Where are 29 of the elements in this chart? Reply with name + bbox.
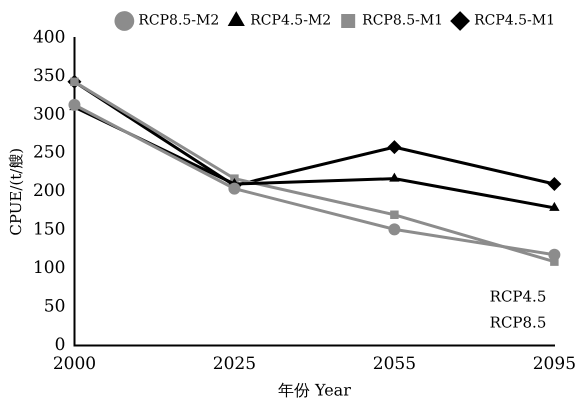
annotation: RCP8.5 xyxy=(490,313,546,332)
point xyxy=(228,182,240,195)
point xyxy=(549,202,560,211)
y-tick-label: 150 xyxy=(32,220,66,240)
x-axis-title: 年份 Year xyxy=(278,380,352,400)
y-tick-label: 300 xyxy=(32,104,66,124)
point xyxy=(389,172,400,182)
y-tick-label: 100 xyxy=(32,258,66,278)
y-tick-label: 350 xyxy=(32,66,66,86)
x-tick-label: 2000 xyxy=(52,354,96,374)
legend-label: RCP4.5-M2 xyxy=(250,12,332,29)
x-tick-label: 2025 xyxy=(212,354,256,374)
y-tick-label: 200 xyxy=(32,181,66,202)
x-tick-label: 2055 xyxy=(372,354,416,374)
x-tick-label: 2095 xyxy=(532,354,576,374)
point xyxy=(390,210,399,219)
y-tick-label: 250 xyxy=(32,142,66,163)
point xyxy=(388,223,400,236)
legend-label: RCP8.5-M2 xyxy=(138,12,220,29)
legend-label: RCP4.5-M1 xyxy=(474,12,556,29)
y-tick-label: 50 xyxy=(44,296,66,316)
y-tick-label: 0 xyxy=(54,334,66,355)
y-axis-title: CPUE/(t/艘) xyxy=(6,148,25,236)
point xyxy=(68,98,80,111)
y-tick-label: 400 xyxy=(32,27,66,48)
point xyxy=(387,140,402,154)
annotation: RCP4.5 xyxy=(490,287,546,306)
point xyxy=(547,177,562,192)
legend-label: RCP8.5-M1 xyxy=(362,12,444,29)
